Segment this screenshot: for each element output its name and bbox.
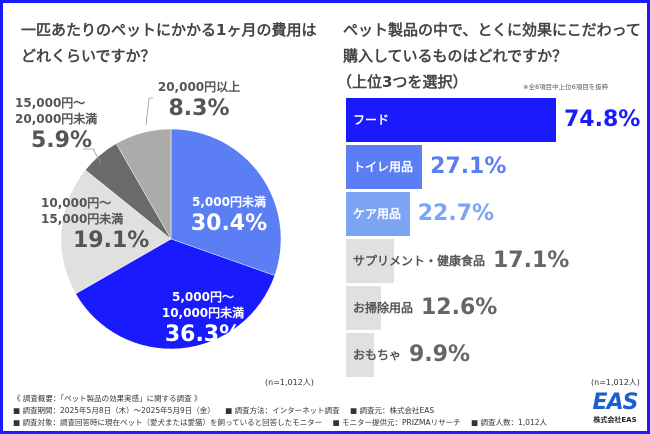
pie-category-label: 20,000円未満 — [15, 111, 97, 126]
bar-chart: フード 74.8% トイレ用品 27.1% ケア用品 22.7% サプリメント・健康食品 17… — [346, 98, 640, 383]
survey-method: ■ 調査方法：インターネット調査 — [225, 406, 340, 415]
survey-row-1: ■ 調査期間：2025年5月8日（木）～2025年5月9日（金） ■ 調査方法：… — [13, 405, 583, 417]
pie-leader-line — [145, 97, 153, 126]
pie-slice-label: 10,000円～15,000円未満 19.1% — [41, 196, 149, 253]
survey-summary: 《 調査概要：「ペット製品の効果実感」に関する調査 》 ■ 調査期間：2025年… — [13, 393, 583, 429]
pie-category-label: 15,000円～ — [15, 96, 85, 110]
survey-row-2: ■ 調査対象：調査回答時に現在ペット（愛犬または愛猫）を飼っていると回答したモニ… — [13, 417, 583, 429]
pie-title-line1: 一匹あたりのペットにかかる1ヶ月の費用は — [21, 21, 317, 39]
pie-value-label: 19.1% — [73, 228, 149, 253]
pie-value-label: 5.9% — [31, 128, 92, 153]
bar-sample-size: (n=1,012人) — [591, 378, 640, 387]
bar — [346, 192, 410, 236]
bar — [346, 333, 374, 377]
bar-value-label: 27.1% — [430, 154, 507, 179]
pie-category-label: 5,000円未満 — [192, 194, 266, 209]
bar-title-line3: （上位3つを選択） — [337, 73, 468, 91]
bar-chart-title: ペット製品の中で、とくに効果にこだわって 購入しているものはどれですか？ （上位… — [337, 17, 643, 95]
bar-value-label: 74.8% — [564, 107, 641, 132]
bar-category-label: サプリメント・健康食品 — [353, 254, 486, 268]
pie-category-label: 20,000円以上 — [158, 79, 240, 94]
pie-slice — [75, 238, 276, 350]
pie-category-label: 5,000円～ — [172, 290, 234, 304]
bar-category-label: お掃除用品 — [353, 301, 414, 315]
survey-target: ■ 調査対象：調査回答時に現在ペット（愛犬または愛猫）を飼っていると回答したモニ… — [13, 418, 323, 427]
bar-category-label: おもちゃ — [353, 348, 402, 362]
bar — [346, 239, 394, 283]
bar-category-label: トイレ用品 — [353, 160, 414, 174]
pie-slice-label: 15,000円～20,000円未満 5.9% — [15, 96, 102, 164]
pie-leader-line — [83, 148, 102, 164]
pie-slice-label: 20,000円以上 8.3% — [145, 79, 240, 126]
survey-count: ■ 調査人数：1,012人 — [471, 418, 547, 427]
pie-slice — [60, 169, 172, 295]
pie-category-label: 10,000円未満 — [162, 305, 244, 320]
pie-value-label: 8.3% — [168, 96, 229, 121]
pie-category-label: 15,000円未満 — [41, 211, 123, 226]
pie-value-label: 36.3% — [165, 322, 241, 347]
bar — [346, 286, 382, 330]
pie-slice-label: 5,000円未満 30.4% — [191, 194, 267, 236]
bar-title-line2: 購入しているものはどれですか？ — [343, 47, 568, 65]
pie-slice-label: 5,000円～10,000円未満 36.3% — [162, 290, 244, 347]
eas-company-name: 株式会社EAS — [593, 416, 637, 424]
bar-subset-note: ※全8項目中上位6項目を抜粋 — [523, 83, 609, 91]
survey-heading: 《 調査概要：「ペット製品の効果実感」に関する調査 》 — [13, 394, 202, 403]
bar-value-label: 22.7% — [417, 201, 495, 226]
pie-sample-size: (n=1,012人) — [265, 378, 314, 387]
survey-provider: ■ モニター提供元：PRIZMAリサーチ — [332, 418, 461, 427]
bar-value-label: 9.9% — [409, 342, 471, 367]
pie-slice — [115, 128, 172, 240]
survey-source: ■ 調査元：株式会社EAS — [350, 406, 435, 415]
bar-title-line1: ペット製品の中で、とくに効果にこだわって — [343, 21, 641, 39]
pie-value-label: 30.4% — [191, 211, 267, 236]
pie-slice — [170, 128, 282, 276]
bar-value-label: 12.6% — [421, 295, 498, 320]
eas-logo-mark-icon: EAS — [592, 390, 639, 415]
pie-chart: 5,000円未満 30.4% 5,000円～10,000円未満 36.3% 10,000… — [15, 79, 282, 350]
eas-logo: EAS 株式会社EAS — [587, 391, 643, 425]
bar — [346, 98, 556, 142]
bar-category-label: ケア用品 — [353, 207, 402, 221]
bar-value-label: 17.1% — [493, 248, 570, 273]
bar-category-label: フード — [353, 113, 390, 127]
bar — [346, 145, 423, 189]
survey-period: ■ 調査期間：2025年5月8日（木）～2025年5月9日（金） — [13, 406, 215, 415]
pie-chart-title: 一匹あたりのペットにかかる1ヶ月の費用は どれくらいですか？ — [21, 17, 321, 69]
pie-category-label: 10,000円～ — [41, 196, 111, 210]
pie-title-line2: どれくらいですか？ — [21, 47, 156, 65]
